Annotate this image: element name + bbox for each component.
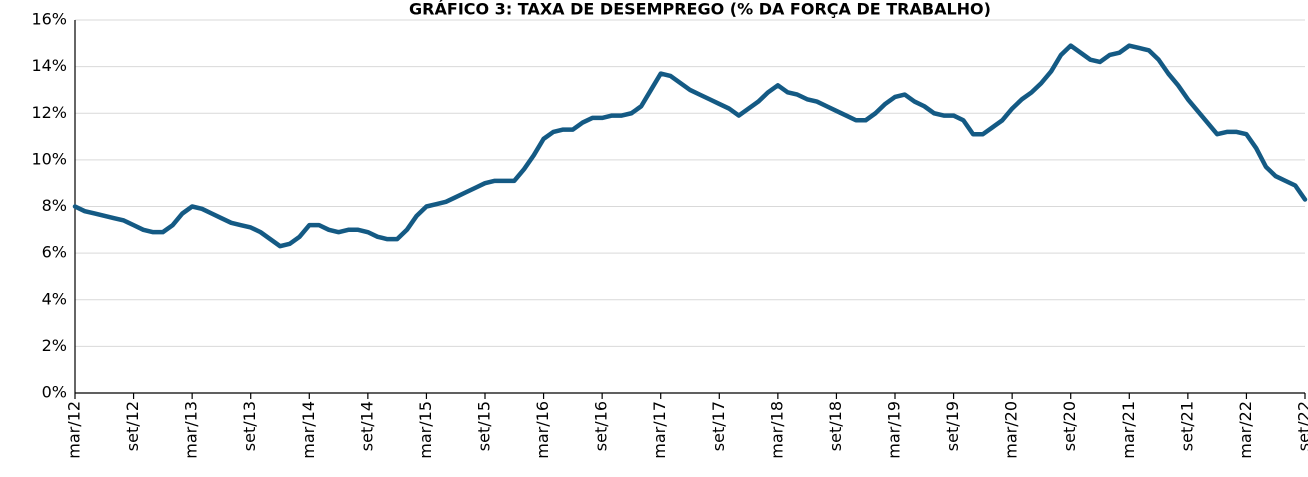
line [72, 43, 1308, 249]
y-tick-label: 14% [31, 56, 67, 75]
x-tick-label: set/15 [475, 401, 494, 451]
y-tick-label: 2% [42, 336, 67, 355]
y-tick-label: 12% [31, 103, 67, 122]
x-tick-label: mar/12 [65, 401, 84, 459]
x-tick-label: mar/16 [533, 401, 552, 459]
y-tick-label: 6% [42, 243, 67, 262]
x-tick-label: set/12 [123, 401, 142, 451]
x-tick-label: set/19 [943, 401, 962, 451]
x-tick-label: set/14 [357, 401, 376, 451]
x-tick-label: set/17 [709, 401, 728, 451]
x-tick-label: mar/21 [1119, 401, 1138, 459]
x-tick-label: mar/15 [416, 401, 435, 459]
x-tick-label: mar/19 [885, 401, 904, 459]
x-tick-label: set/16 [592, 401, 611, 451]
x-tick-label: set/22 [1295, 401, 1308, 451]
x-tick-label: mar/17 [650, 401, 669, 459]
x-tick-label: set/21 [1177, 401, 1196, 451]
y-tick-label: 10% [31, 149, 67, 168]
x-tick-label: set/13 [240, 401, 259, 451]
x-tick-label: set/20 [1060, 401, 1079, 451]
x-tick-label: mar/13 [182, 401, 201, 459]
chart-title: GRÁFICO 3: TAXA DE DESEMPREGO (% DA FORÇ… [409, 0, 991, 19]
y-tick-label: 0% [42, 383, 67, 402]
x-tick-label: mar/18 [767, 401, 786, 459]
x-tick-label: mar/14 [299, 401, 318, 459]
x-tick-label: mar/22 [1236, 401, 1255, 459]
y-tick-label: 8% [42, 196, 67, 215]
x-tick-label: mar/20 [1002, 401, 1021, 459]
y-tick-label: 16% [31, 10, 67, 29]
x-tick-label: set/18 [826, 401, 845, 451]
y-tick-label: 4% [42, 289, 67, 308]
